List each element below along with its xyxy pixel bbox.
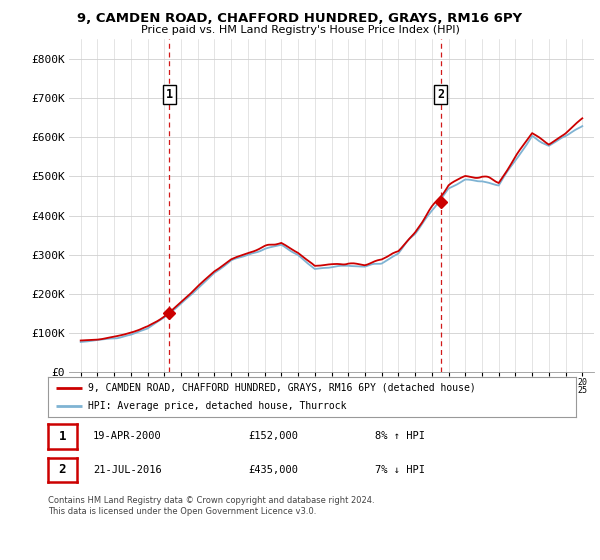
Text: 8% ↑ HPI: 8% ↑ HPI (376, 431, 425, 441)
Text: HPI: Average price, detached house, Thurrock: HPI: Average price, detached house, Thur… (88, 402, 346, 411)
Text: 9, CAMDEN ROAD, CHAFFORD HUNDRED, GRAYS, RM16 6PY: 9, CAMDEN ROAD, CHAFFORD HUNDRED, GRAYS,… (77, 12, 523, 25)
Text: £435,000: £435,000 (248, 465, 299, 475)
Text: 2: 2 (437, 88, 445, 101)
Text: Price paid vs. HM Land Registry's House Price Index (HPI): Price paid vs. HM Land Registry's House … (140, 25, 460, 35)
Text: 1: 1 (166, 88, 173, 101)
Text: 7% ↓ HPI: 7% ↓ HPI (376, 465, 425, 475)
Text: 9, CAMDEN ROAD, CHAFFORD HUNDRED, GRAYS, RM16 6PY (detached house): 9, CAMDEN ROAD, CHAFFORD HUNDRED, GRAYS,… (88, 383, 475, 393)
Text: 1: 1 (59, 430, 66, 443)
Text: 2: 2 (59, 463, 66, 477)
Text: Contains HM Land Registry data © Crown copyright and database right 2024.
This d: Contains HM Land Registry data © Crown c… (48, 496, 374, 516)
Text: £152,000: £152,000 (248, 431, 299, 441)
Text: 21-JUL-2016: 21-JUL-2016 (93, 465, 161, 475)
Text: 19-APR-2000: 19-APR-2000 (93, 431, 161, 441)
